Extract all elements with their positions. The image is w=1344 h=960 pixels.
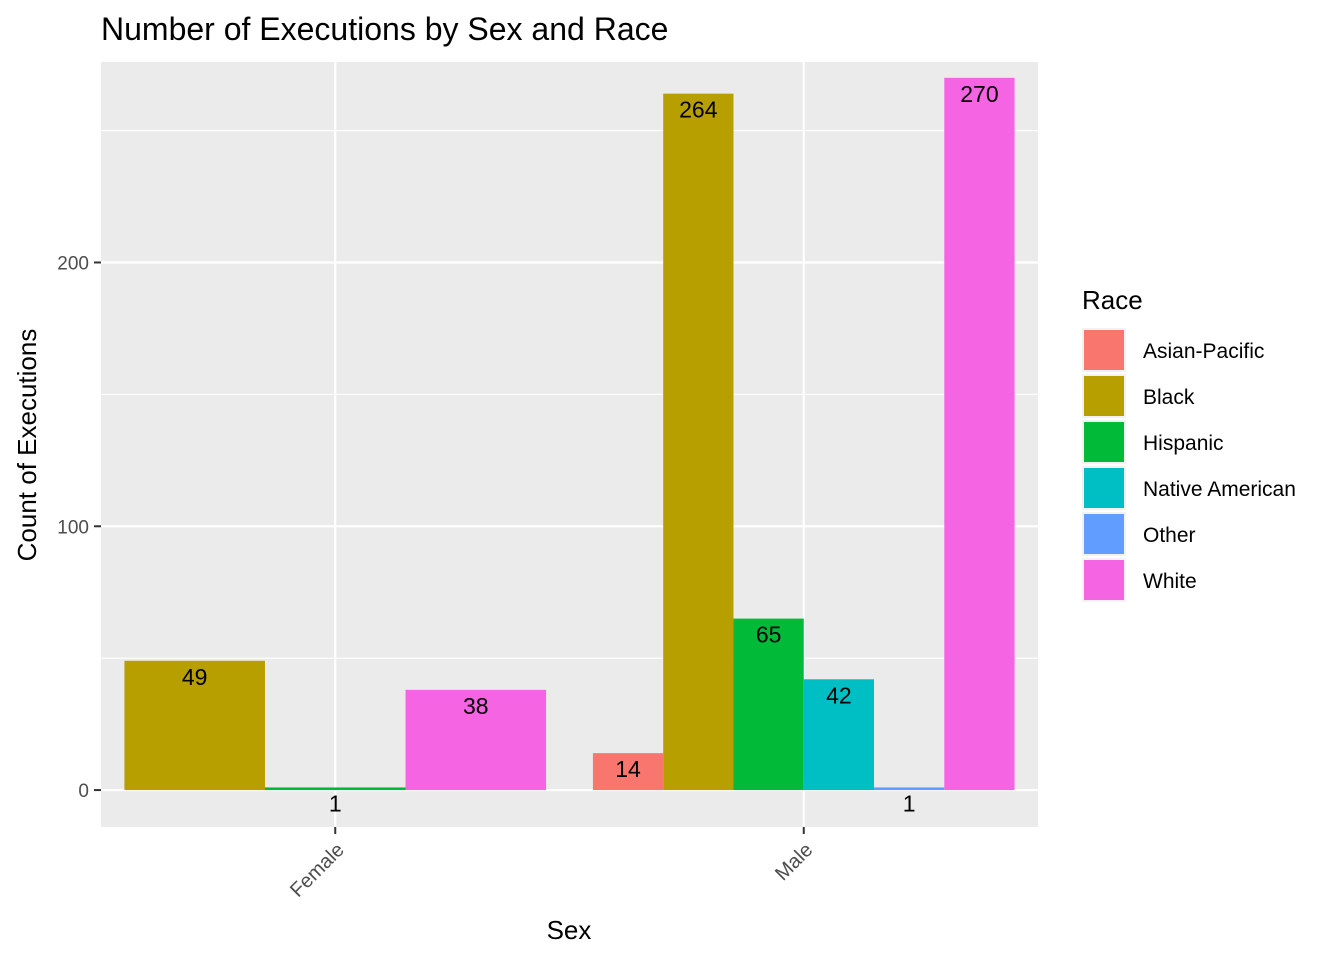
bar-male-native-american — [803, 679, 875, 791]
data-label-male-white: 270 — [960, 81, 998, 107]
data-label-female-white: 38 — [463, 693, 489, 719]
bar-male-hispanic — [733, 618, 804, 791]
legend-swatch-white — [1084, 560, 1124, 600]
bar-female-black — [124, 660, 265, 791]
legend-label-asian-pacific: Asian-Pacific — [1143, 340, 1264, 363]
bar-female-hispanic — [264, 787, 406, 791]
chart-title: Number of Executions by Sex and Race — [101, 11, 668, 47]
x-axis-ticks: Female Male — [286, 827, 817, 902]
legend-swatch-black — [1084, 376, 1124, 416]
y-axis-title: Count of Executions — [12, 329, 42, 562]
legend-label-other: Other — [1143, 524, 1196, 547]
data-label-male-black: 264 — [679, 97, 718, 123]
data-label-male-native-american: 42 — [826, 682, 852, 708]
legend-title: Race — [1082, 285, 1143, 315]
legend-label-native-american: Native American — [1143, 478, 1296, 501]
legend-swatch-other — [1084, 514, 1124, 554]
legend-label-black: Black — [1143, 386, 1195, 409]
bar-male-other — [874, 787, 945, 791]
legend-swatch-hispanic — [1084, 422, 1124, 462]
data-label-female-black: 49 — [182, 664, 208, 690]
x-tick-label-female: Female — [286, 839, 349, 902]
y-axis-ticks: 0 100 200 — [57, 253, 101, 802]
legend: Asian-Pacific Black Hispanic Native America… — [1082, 328, 1296, 602]
data-label-female-hispanic: 1 — [329, 790, 342, 816]
x-tick-label-male: Male — [771, 839, 817, 885]
legend-label-hispanic: Hispanic — [1143, 432, 1224, 455]
y-tick-label: 100 — [57, 517, 89, 538]
data-label-male-hispanic: 65 — [756, 622, 782, 648]
legend-label-white: White — [1143, 570, 1197, 593]
bar-male-black — [663, 93, 734, 791]
legend-swatch-asian-pacific — [1084, 330, 1124, 370]
bar-male-white — [944, 77, 1015, 791]
data-labels: 49 1 38 14 264 65 42 1 270 — [182, 81, 999, 817]
bar-male-asian-pacific — [592, 753, 664, 791]
y-tick-label: 200 — [57, 253, 89, 274]
x-axis-title: Sex — [547, 915, 592, 945]
data-label-male-other: 1 — [903, 790, 916, 816]
bars — [124, 77, 1015, 791]
bar-female-white — [405, 689, 547, 791]
y-tick-label: 0 — [78, 781, 89, 802]
legend-swatch-native-american — [1084, 468, 1124, 508]
data-label-male-asian-pacific: 14 — [615, 756, 641, 782]
